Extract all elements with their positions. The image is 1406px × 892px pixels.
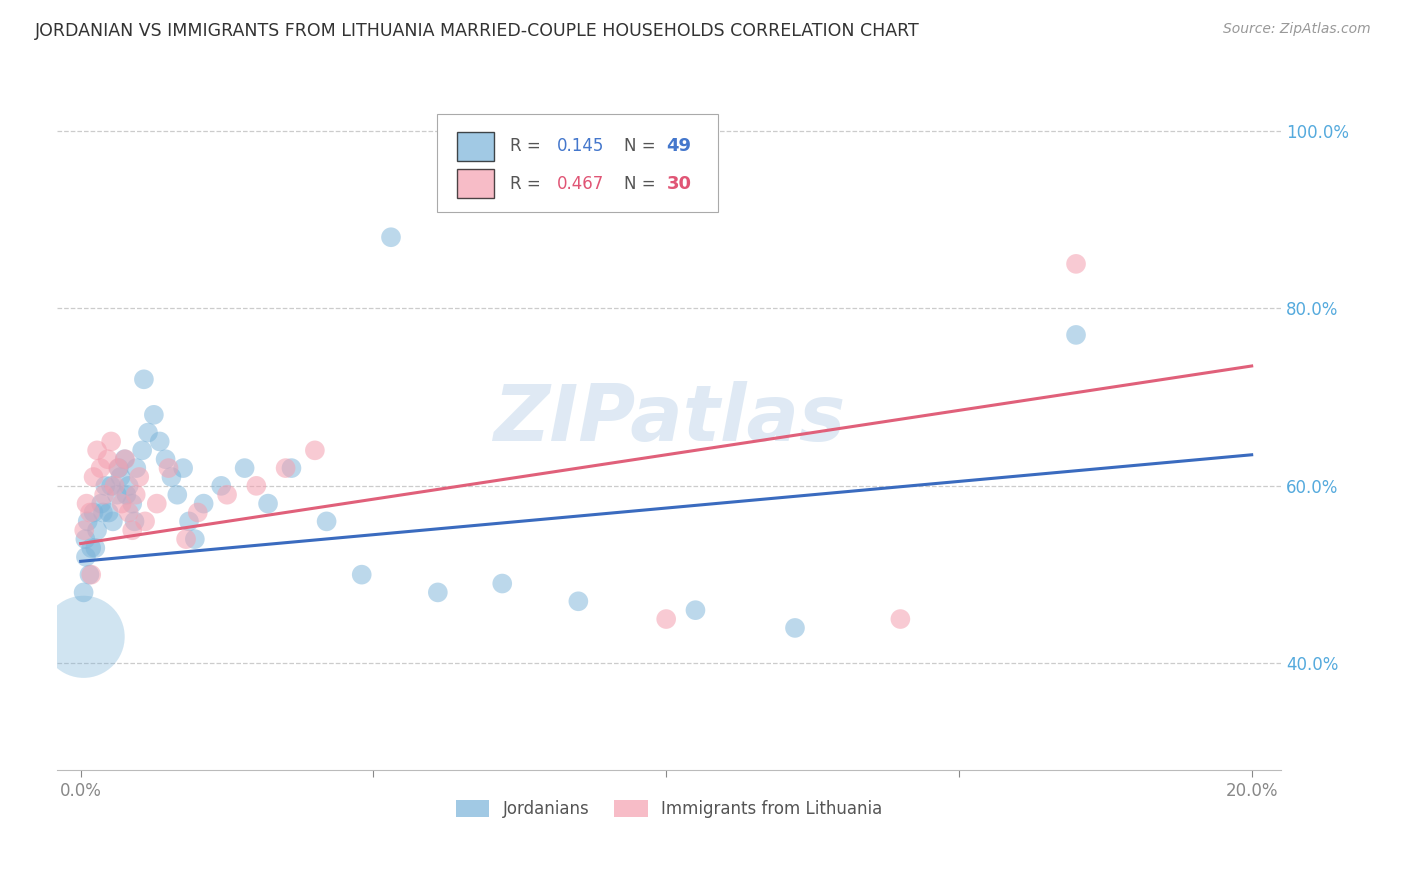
Point xyxy=(128,470,150,484)
Point xyxy=(75,549,97,564)
Text: JORDANIAN VS IMMIGRANTS FROM LITHUANIA MARRIED-COUPLE HOUSEHOLDS CORRELATION CHA: JORDANIAN VS IMMIGRANTS FROM LITHUANIA M… xyxy=(35,22,920,40)
Point xyxy=(184,532,207,546)
Point xyxy=(107,461,129,475)
Point xyxy=(121,497,143,511)
Point xyxy=(172,461,194,475)
Point xyxy=(107,461,129,475)
FancyBboxPatch shape xyxy=(457,169,494,198)
Point xyxy=(426,585,449,599)
Point xyxy=(155,452,177,467)
Point xyxy=(245,479,267,493)
Point xyxy=(889,612,911,626)
Point xyxy=(84,541,107,555)
Point xyxy=(79,567,101,582)
Point xyxy=(380,230,402,244)
Point xyxy=(73,523,96,537)
Point xyxy=(93,488,115,502)
Point xyxy=(76,514,98,528)
Point xyxy=(94,479,117,493)
Text: N =: N = xyxy=(624,137,661,155)
Point xyxy=(121,523,143,537)
Point xyxy=(209,479,232,493)
Point xyxy=(783,621,806,635)
Point xyxy=(215,488,238,502)
Point xyxy=(142,408,165,422)
Point xyxy=(86,523,108,537)
Point xyxy=(685,603,707,617)
Point xyxy=(97,506,120,520)
Point xyxy=(350,567,373,582)
Point xyxy=(174,532,197,546)
Point xyxy=(567,594,589,608)
Point xyxy=(80,541,103,555)
Point xyxy=(157,461,180,475)
Text: ZIPatlas: ZIPatlas xyxy=(494,381,845,458)
Point xyxy=(187,506,209,520)
Point xyxy=(86,443,108,458)
Point xyxy=(72,585,94,599)
Point xyxy=(100,434,122,449)
Legend: Jordanians, Immigrants from Lithuania: Jordanians, Immigrants from Lithuania xyxy=(450,793,889,825)
Point xyxy=(491,576,513,591)
Point xyxy=(110,470,132,484)
Point xyxy=(83,506,105,520)
Point xyxy=(160,470,183,484)
FancyBboxPatch shape xyxy=(457,132,494,161)
Point xyxy=(193,497,215,511)
Point xyxy=(149,434,172,449)
Point xyxy=(257,497,280,511)
Point xyxy=(125,488,148,502)
Point xyxy=(90,497,112,511)
Text: R =: R = xyxy=(510,175,546,193)
Point xyxy=(177,514,200,528)
Point xyxy=(118,506,141,520)
Point xyxy=(75,532,97,546)
Point xyxy=(115,488,138,502)
Point xyxy=(114,452,136,467)
Point xyxy=(104,479,127,493)
Text: 49: 49 xyxy=(666,137,692,155)
Text: N =: N = xyxy=(624,175,661,193)
Text: R =: R = xyxy=(510,137,546,155)
Point xyxy=(655,612,678,626)
Point xyxy=(76,497,98,511)
Point xyxy=(1064,327,1087,342)
Point xyxy=(136,425,159,440)
Point xyxy=(101,514,124,528)
Point xyxy=(125,461,148,475)
Point xyxy=(124,514,146,528)
Text: Source: ZipAtlas.com: Source: ZipAtlas.com xyxy=(1223,22,1371,37)
Point xyxy=(105,488,128,502)
Point xyxy=(114,452,136,467)
Point xyxy=(90,461,112,475)
FancyBboxPatch shape xyxy=(437,114,718,212)
Point xyxy=(166,488,188,502)
Point xyxy=(280,461,302,475)
Point xyxy=(315,514,337,528)
Point xyxy=(304,443,326,458)
Text: 0.467: 0.467 xyxy=(557,175,603,193)
Point xyxy=(118,479,141,493)
Text: 0.145: 0.145 xyxy=(557,137,605,155)
Point xyxy=(1064,257,1087,271)
Point xyxy=(97,452,120,467)
Point xyxy=(83,470,105,484)
Point xyxy=(146,497,169,511)
Point xyxy=(80,567,103,582)
Point xyxy=(132,372,155,386)
Point xyxy=(111,497,134,511)
Point xyxy=(131,443,153,458)
Point xyxy=(100,479,122,493)
Text: 30: 30 xyxy=(666,175,692,193)
Point xyxy=(233,461,256,475)
Point xyxy=(134,514,156,528)
Point xyxy=(72,630,94,644)
Point xyxy=(79,506,101,520)
Point xyxy=(274,461,297,475)
Point xyxy=(91,506,114,520)
